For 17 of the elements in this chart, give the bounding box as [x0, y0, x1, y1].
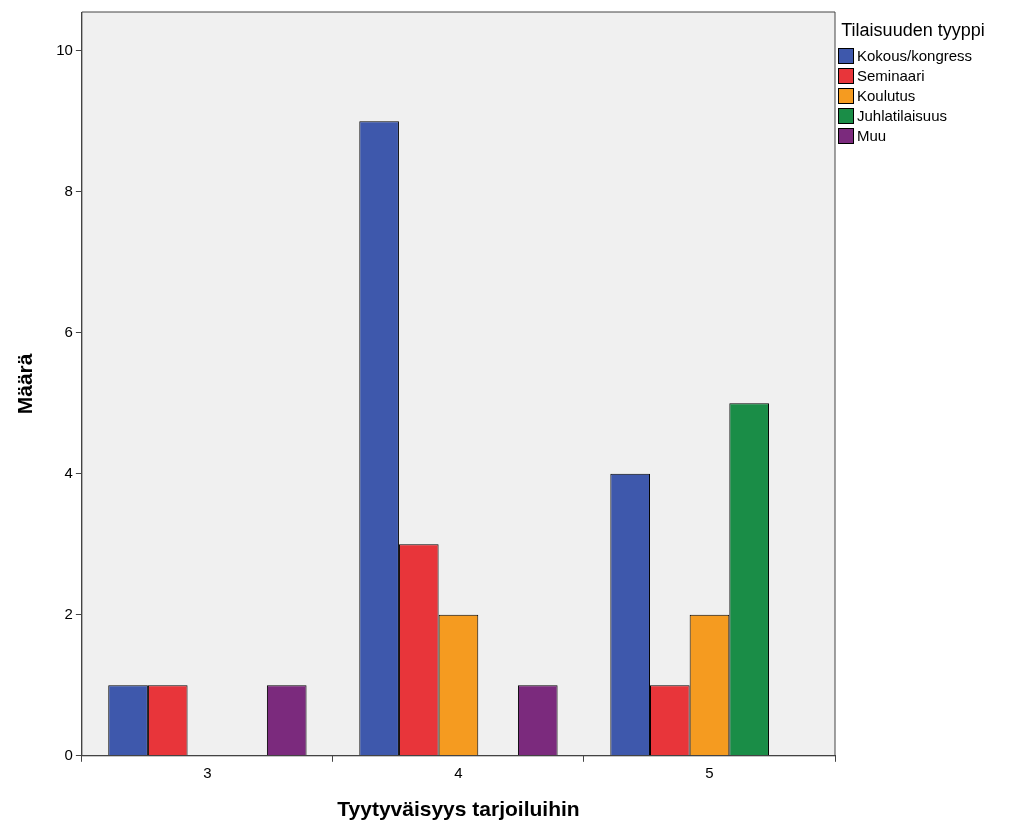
legend-label: Juhlatilaisuus	[857, 107, 948, 124]
y-axis-title: Määrä	[13, 353, 37, 415]
y-tick-label: 10	[56, 40, 73, 58]
legend-label: Muu	[857, 127, 887, 144]
x-axis-title: Tyytyväisyys tarjoiluihin	[337, 797, 580, 821]
legend-title: Tilaisuuden tyyppi	[840, 20, 986, 41]
x-tick-label: 3	[203, 763, 212, 781]
legend-label: Kokous/kongress	[857, 47, 973, 64]
y-tick-label: 8	[64, 181, 73, 199]
y-tick-label: 2	[64, 604, 73, 622]
legend-label: Seminaari	[857, 67, 925, 84]
x-tick-label: 5	[705, 763, 714, 781]
y-tick-label: 6	[64, 322, 73, 340]
legend-label: Koulutus	[857, 87, 916, 104]
y-tick-label: 4	[64, 463, 73, 481]
x-tick-label: 4	[454, 763, 463, 781]
y-tick-label: 0	[64, 745, 73, 763]
